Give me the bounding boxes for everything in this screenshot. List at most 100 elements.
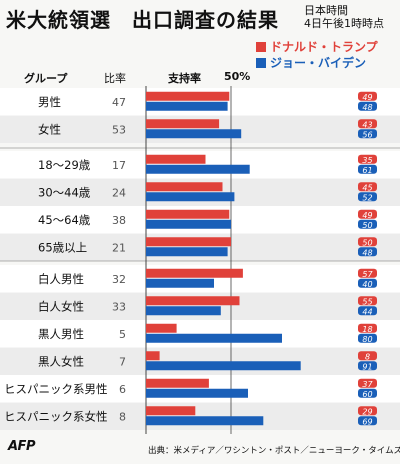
badge-trump (358, 323, 377, 333)
bar-trump (146, 296, 240, 306)
bar-biden (146, 278, 214, 288)
bar-biden (146, 219, 231, 229)
source-note: 出典：米メディア／ワシントン・ポスト／ニューヨーク・タイムズ (148, 446, 400, 456)
legend-item-trump: ドナルド・トランプ (256, 39, 378, 55)
bar-trump (146, 182, 223, 192)
ratio-value: 53 (112, 123, 126, 136)
ratio-value: 8 (119, 410, 126, 423)
badge-trump (358, 182, 377, 192)
badge-biden (358, 361, 377, 371)
column-header-ratio: 比率 (104, 72, 126, 85)
label-trump: 55 (362, 297, 372, 306)
label-biden: 91 (362, 362, 372, 371)
bar-biden (146, 361, 301, 371)
group-label: 45〜64歳 (38, 213, 91, 227)
bar-trump (146, 268, 243, 278)
afp-logo: AFP (8, 439, 35, 454)
column-header-group: グループ (24, 72, 68, 85)
label-trump: 8 (365, 352, 370, 361)
legend-item-biden: ジョー・バイデン (256, 55, 378, 71)
badge-trump (358, 351, 377, 361)
ratio-value: 5 (119, 328, 126, 341)
badge-trump (358, 406, 377, 416)
legend-label-trump: ドナルド・トランプ (270, 40, 378, 54)
group-label: 18〜29歳 (38, 158, 91, 172)
bar-trump (146, 378, 209, 388)
badge-biden (358, 164, 377, 174)
label-trump: 35 (362, 156, 372, 165)
badge-trump (358, 237, 377, 247)
label-trump: 50 (362, 238, 372, 247)
group-label: 白人女性 (38, 299, 84, 313)
group-label: 65歳以上 (38, 240, 87, 254)
bar-trump (146, 119, 220, 129)
badge-biden (358, 333, 377, 343)
bar-trump (146, 237, 231, 247)
label-biden: 50 (362, 221, 372, 230)
ratio-value: 6 (119, 383, 126, 396)
badge-biden (358, 129, 377, 139)
label-trump: 57 (362, 270, 373, 279)
bar-trump (146, 406, 196, 416)
ratio-value: 17 (112, 159, 126, 172)
column-header-fifty: 50% (224, 70, 251, 83)
legend-label-biden: ジョー・バイデン (270, 56, 367, 70)
timestamp-line-1: 日本時間 (304, 4, 348, 17)
ratio-value: 7 (119, 355, 126, 368)
legend-swatch-biden (256, 58, 266, 68)
badge-trump (358, 91, 377, 101)
badge-trump (358, 268, 377, 278)
bar-biden (146, 101, 228, 111)
bar-trump (146, 209, 230, 219)
bar-biden (146, 333, 282, 343)
group-label: 30〜44歳 (38, 185, 91, 199)
group-label: ヒスパニック系女性 (4, 409, 108, 423)
badge-trump (358, 378, 377, 388)
label-biden: 44 (362, 307, 372, 316)
group-label: 男性 (38, 95, 61, 109)
bar-biden (146, 416, 264, 426)
ratio-value: 32 (112, 273, 126, 286)
bar-trump (146, 154, 206, 164)
group-label: ヒスパニック系男性 (4, 382, 108, 396)
label-biden: 48 (362, 248, 372, 257)
label-trump: 37 (362, 380, 373, 389)
group-label: 女性 (38, 122, 61, 136)
badge-trump (358, 119, 377, 129)
bar-trump (146, 351, 160, 361)
bar-biden (146, 192, 235, 202)
label-biden: 61 (362, 166, 372, 175)
bar-biden (146, 247, 228, 257)
timestamp: 日本時間 4日午後1時時点 (304, 4, 384, 30)
label-trump: 43 (362, 120, 372, 129)
badge-biden (358, 101, 377, 111)
ratio-value: 24 (112, 186, 126, 199)
badge-trump (358, 209, 377, 219)
bar-biden (146, 388, 248, 398)
label-biden: 48 (362, 103, 372, 112)
bar-trump (146, 91, 230, 101)
badge-biden (358, 416, 377, 426)
group-label: 黒人女性 (38, 354, 84, 368)
column-header-support: 支持率 (168, 72, 201, 85)
badge-biden (358, 219, 377, 229)
badge-biden (358, 247, 377, 257)
bar-biden (146, 164, 250, 174)
badge-biden (358, 306, 377, 316)
badge-biden (358, 388, 377, 398)
ratio-value: 33 (112, 300, 126, 313)
bar-trump (146, 323, 177, 333)
badge-trump (358, 296, 377, 306)
label-biden: 56 (362, 130, 372, 139)
ratio-value: 21 (112, 241, 126, 254)
label-trump: 45 (362, 183, 372, 192)
label-biden: 69 (362, 417, 372, 426)
label-trump: 29 (362, 407, 372, 416)
group-label: 白人男性 (38, 272, 84, 286)
ratio-value: 47 (112, 96, 126, 109)
bar-biden (146, 306, 221, 316)
label-trump: 49 (362, 211, 372, 220)
legend: ドナルド・トランプ ジョー・バイデン (256, 39, 378, 71)
label-trump: 49 (362, 93, 372, 102)
